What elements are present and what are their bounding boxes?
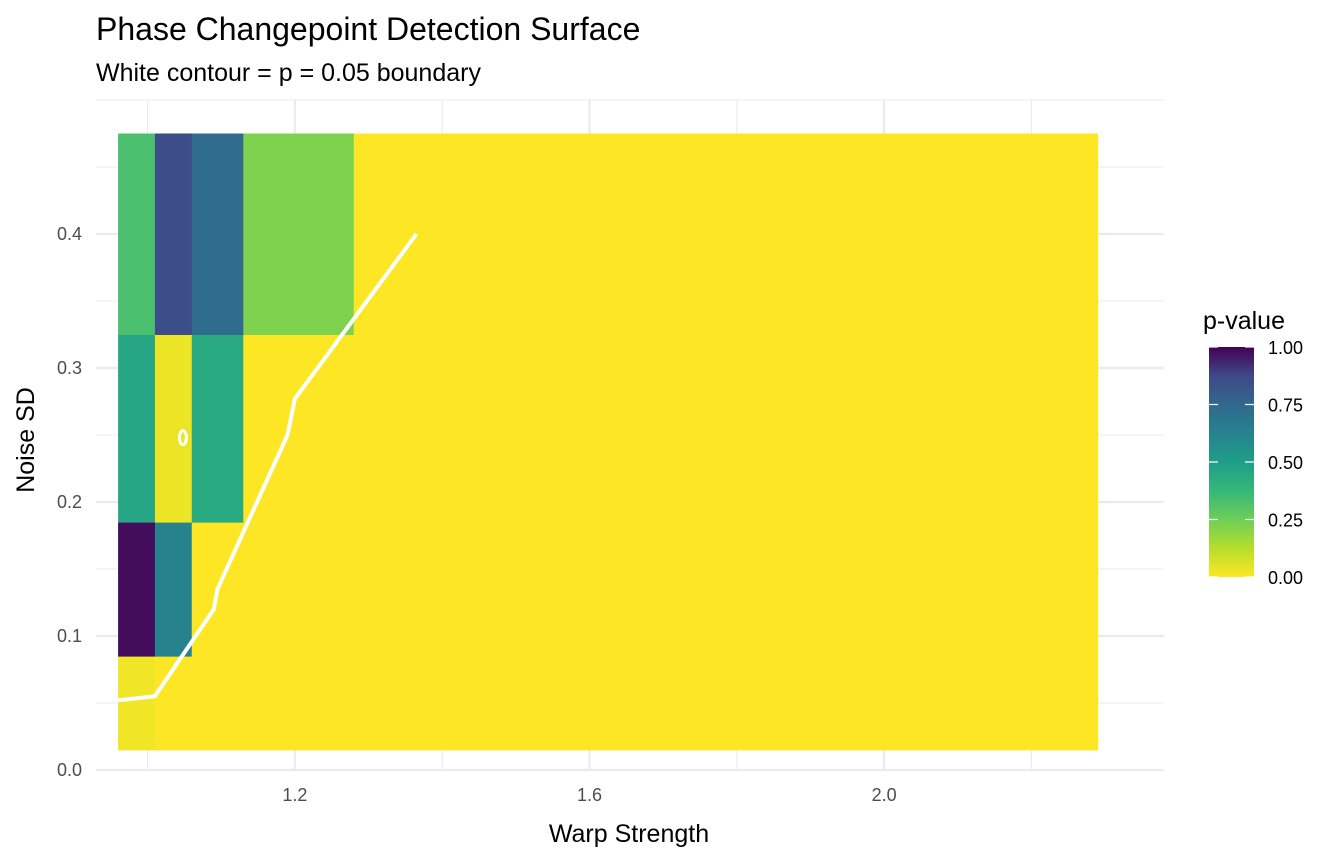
heatmap-cell (154, 334, 193, 523)
contour-island (177, 429, 188, 447)
heatmap-cell (243, 656, 355, 751)
legend-label: 0.50 (1268, 453, 1303, 473)
heatmap-cell (154, 522, 193, 657)
chart-title: Phase Changepoint Detection Surface (96, 11, 641, 47)
y-tick-label: 0.2 (57, 492, 82, 512)
heatmap-cell (353, 334, 1099, 523)
legend-title: p-value (1203, 307, 1285, 335)
x-tick-label: 1.2 (282, 785, 307, 805)
contour-layer (117, 232, 419, 703)
heatmap-cell (243, 522, 355, 657)
y-tick-label: 0.3 (57, 358, 82, 378)
heatmap-cell (191, 334, 244, 523)
contour-line-p005 (117, 232, 419, 703)
x-tick-label: 2.0 (872, 785, 897, 805)
legend: p-value 0.00 0.25 0.50 0.75 1.00 (1203, 307, 1303, 588)
chart-subtitle: White contour = p = 0.05 boundary (96, 59, 481, 87)
heatmap-cell (118, 656, 156, 751)
heatmap-cells (118, 133, 1099, 751)
legend-ticks: 0.00 0.25 0.50 0.75 1.00 (1209, 338, 1303, 588)
y-axis-ticks: 0.0 0.1 0.2 0.3 0.4 (57, 224, 82, 780)
heatmap-cell (191, 656, 244, 751)
heatmap-cell (243, 133, 355, 335)
y-tick-label: 0.0 (57, 760, 82, 780)
legend-label: 0.00 (1268, 568, 1303, 588)
heatmap-cell (118, 334, 156, 523)
heatmap-cell (353, 656, 1099, 751)
heatmap-cell (118, 133, 156, 335)
y-tick-label: 0.4 (57, 224, 82, 244)
legend-label: 0.25 (1268, 511, 1303, 531)
y-tick-label: 0.1 (57, 626, 82, 646)
x-axis-title: Warp Strength (549, 820, 709, 848)
heatmap-cell (353, 133, 1099, 335)
heatmap-cell (154, 133, 193, 335)
x-axis-ticks: 1.2 1.6 2.0 (282, 785, 896, 805)
heatmap-cell (353, 522, 1099, 657)
y-axis-title: Noise SD (12, 387, 40, 493)
legend-label: 0.75 (1268, 396, 1303, 416)
legend-label: 1.00 (1268, 338, 1303, 358)
heatmap-cell (118, 522, 156, 657)
x-tick-label: 1.6 (577, 785, 602, 805)
heatmap-cell (191, 133, 244, 335)
